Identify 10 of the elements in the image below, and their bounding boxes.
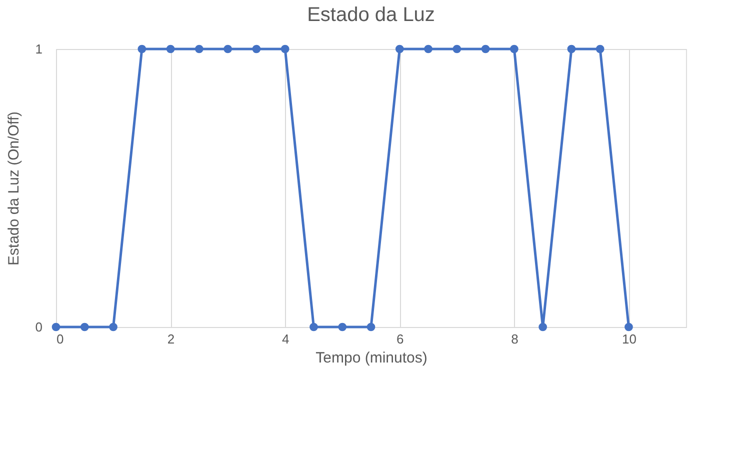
y-axis-title: Estado da Luz (On/Off) xyxy=(5,112,22,266)
y-tick-label: 1 xyxy=(35,42,42,56)
chart-title: Estado da Luz xyxy=(307,4,435,26)
x-tick-label: 10 xyxy=(622,332,636,346)
x-tick-label: 4 xyxy=(282,332,290,346)
x-axis-title: Tempo (minutos) xyxy=(316,350,428,366)
x-tick-label: 8 xyxy=(511,332,518,346)
x-tick-label: 0 xyxy=(56,332,64,346)
x-tick-label: 6 xyxy=(396,332,404,346)
x-tick-label: 2 xyxy=(167,332,175,346)
